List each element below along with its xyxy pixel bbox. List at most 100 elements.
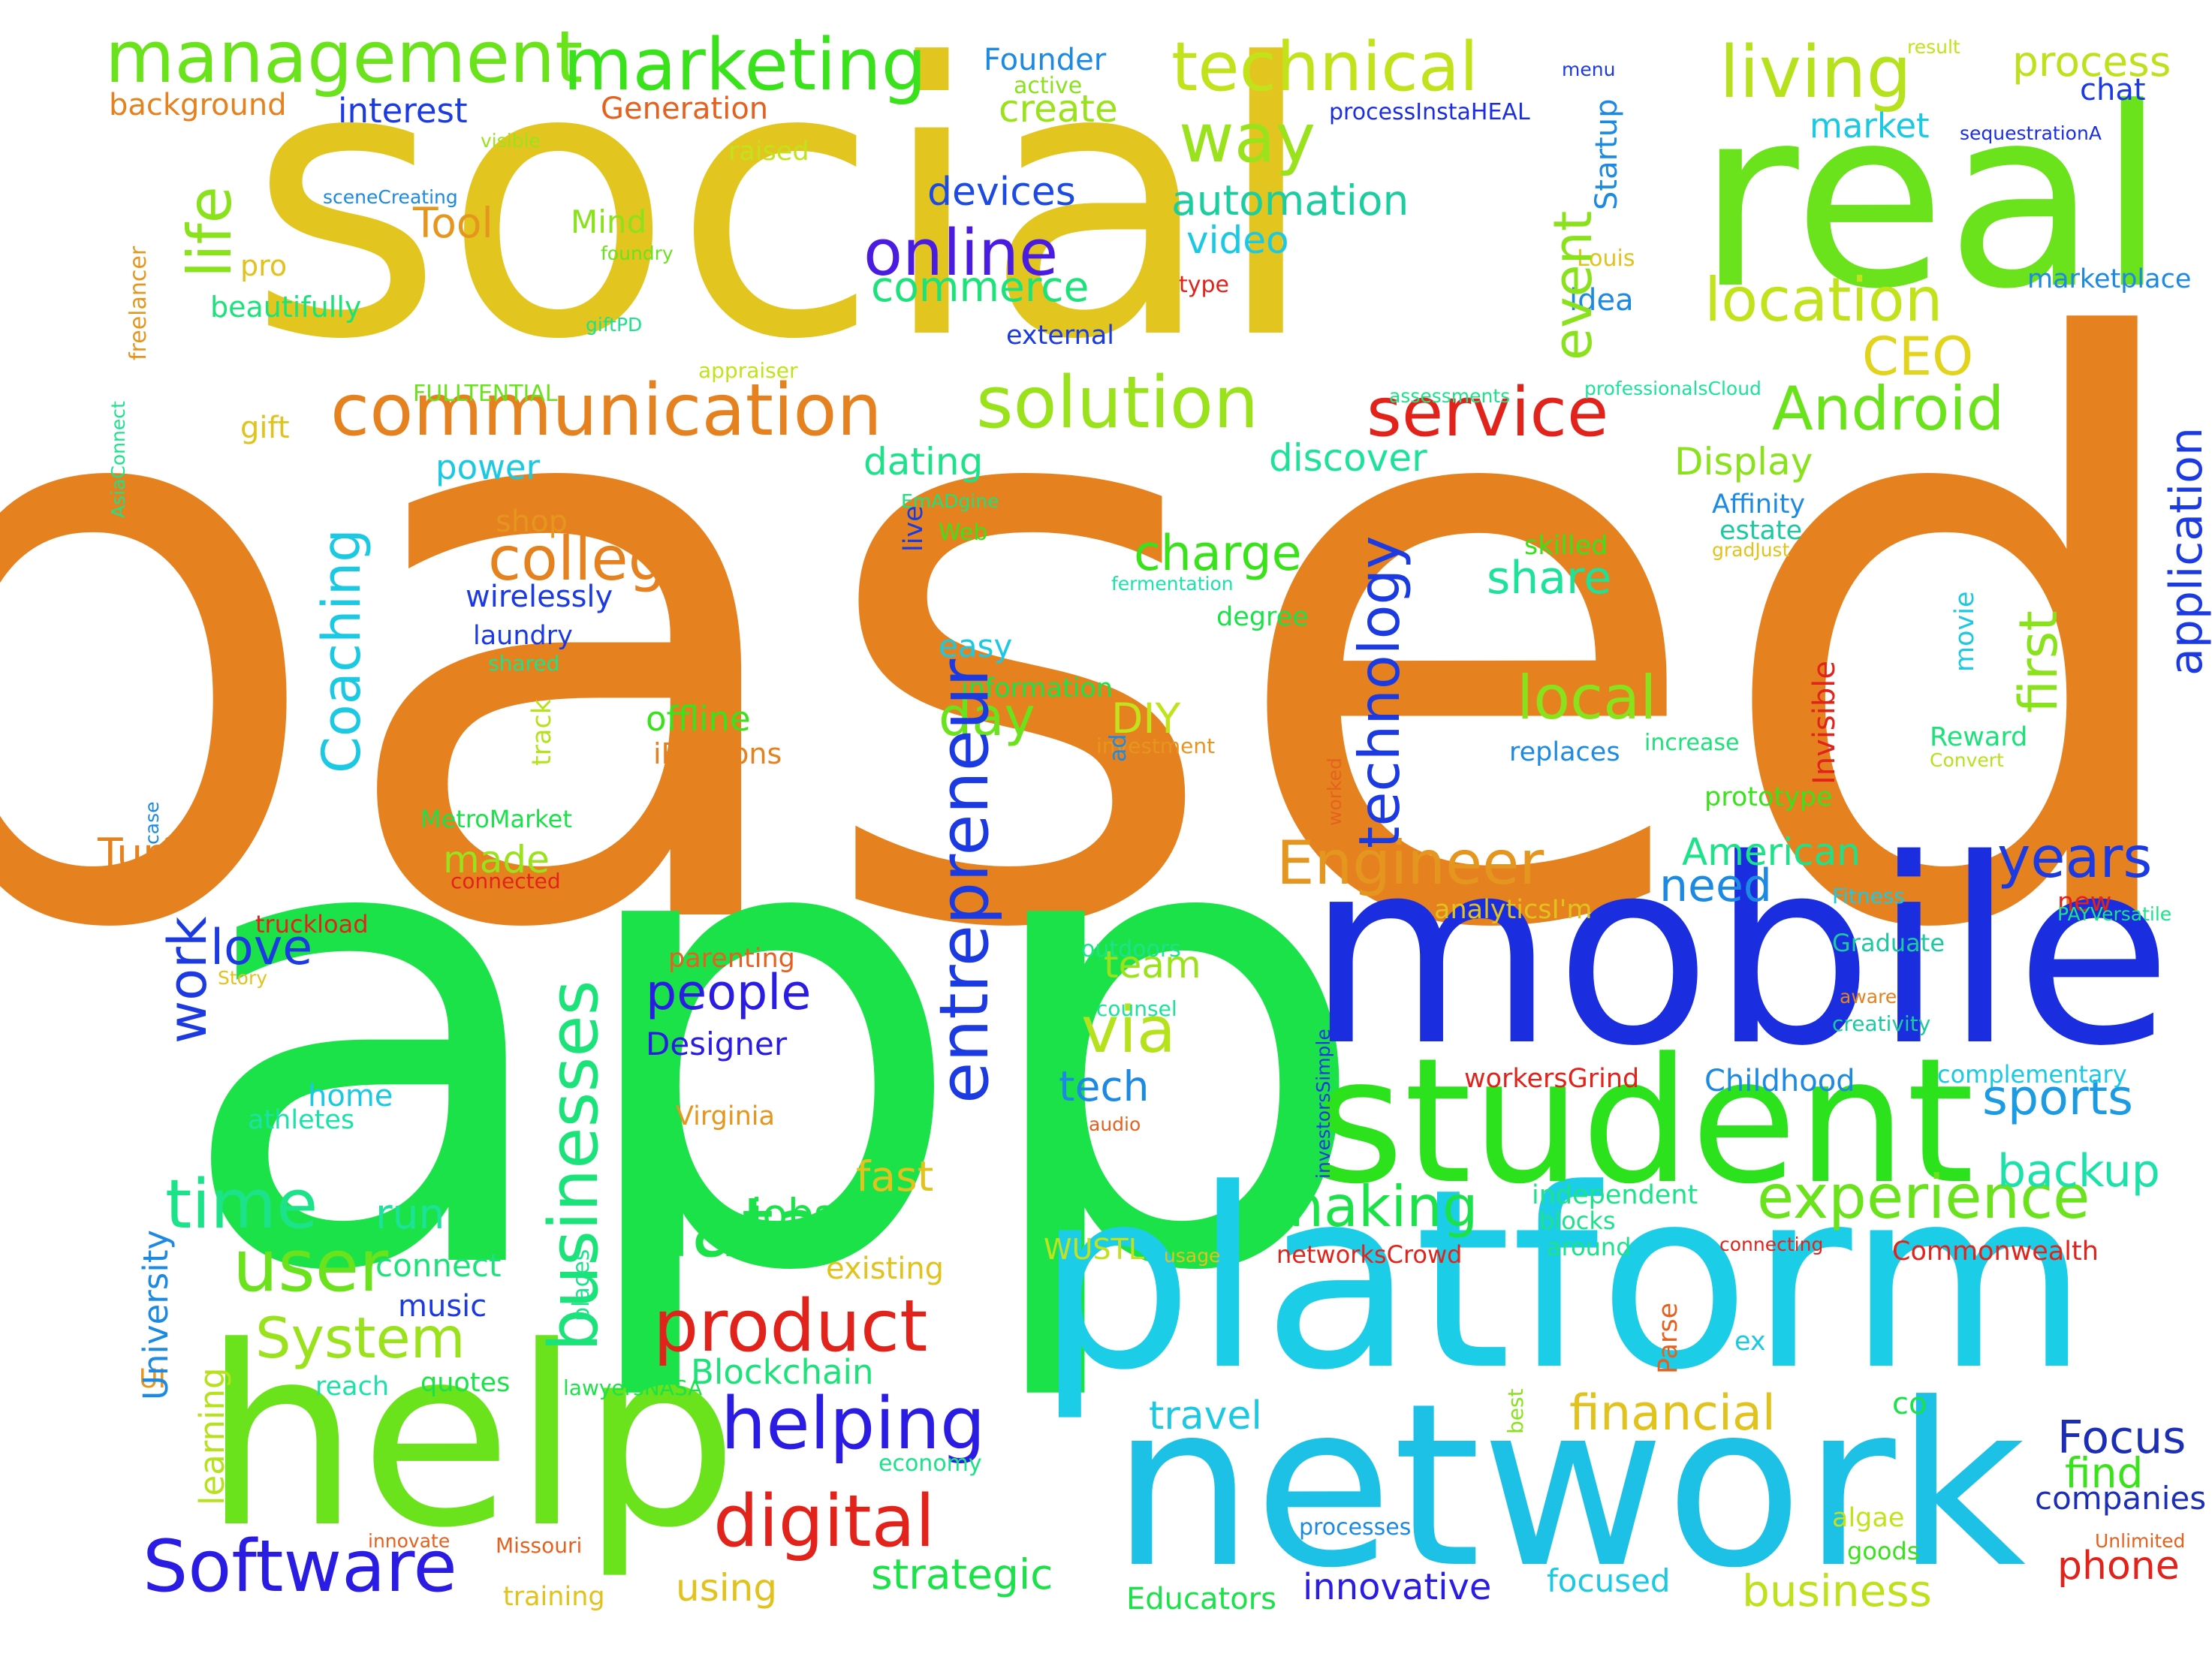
cloud-word: connect <box>375 1247 502 1284</box>
cloud-word: video <box>1186 218 1289 262</box>
cloud-word: prototype <box>1704 782 1833 812</box>
cloud-word: investment <box>1096 734 1216 758</box>
cloud-word: giftPD <box>586 314 643 336</box>
cloud-word: entrepreneur <box>925 658 1004 1104</box>
cloud-word: ad <box>1105 734 1132 762</box>
cloud-word: case <box>141 801 163 845</box>
cloud-word: truckload <box>255 910 369 938</box>
cloud-word: Generation <box>601 92 769 126</box>
cloud-word: AsiaConnect <box>107 401 129 518</box>
cloud-word: Story <box>218 967 268 989</box>
cloud-word: athletes <box>248 1105 355 1135</box>
cloud-word: tech <box>1059 1062 1150 1110</box>
cloud-word: skilled <box>1524 531 1608 561</box>
cloud-word: phone <box>2057 1544 2180 1589</box>
cloud-word: visible <box>481 130 541 152</box>
cloud-word: learning <box>192 1367 232 1505</box>
cloud-word: pro <box>240 249 288 282</box>
cloud-word: innovate <box>368 1530 451 1552</box>
cloud-word: based <box>0 182 2209 1101</box>
cloud-word: co <box>1892 1387 1927 1421</box>
cloud-word: team <box>1104 943 1201 987</box>
cloud-word: find <box>2065 1449 2144 1497</box>
cloud-word: quotes <box>420 1368 511 1398</box>
cloud-word: charge <box>1134 526 1302 582</box>
cloud-word: solution <box>976 362 1259 444</box>
cloud-word: existing <box>826 1252 945 1286</box>
cloud-word: Reward <box>1930 722 2028 752</box>
cloud-word: Engineer <box>1276 828 1544 898</box>
cloud-word: DIY <box>1111 694 1181 743</box>
cloud-word: active <box>1014 73 1083 99</box>
cloud-word: places <box>568 1249 595 1321</box>
cloud-word: financial <box>1569 1385 1776 1442</box>
cloud-word: gift <box>240 411 290 445</box>
cloud-word: information <box>961 673 1114 703</box>
cloud-word: movie <box>1950 591 1980 672</box>
cloud-word: blocks <box>1539 1207 1616 1235</box>
cloud-word: laundry <box>473 621 573 651</box>
cloud-word: process <box>2012 38 2171 86</box>
cloud-word: offline <box>646 699 751 739</box>
cloud-word: increase <box>1644 730 1740 756</box>
cloud-word: around <box>1547 1233 1632 1261</box>
cloud-word: parenting <box>668 944 795 974</box>
cloud-word: digital <box>713 1481 936 1563</box>
cloud-word: management <box>105 17 583 99</box>
cloud-word: easy <box>939 628 1013 664</box>
cloud-word: Parse <box>1653 1302 1683 1374</box>
cloud-word: discover <box>1269 436 1427 480</box>
cloud-word: Focus <box>2057 1411 2186 1464</box>
cloud-word: track <box>527 698 557 766</box>
cloud-word: type <box>1179 272 1230 298</box>
cloud-word: shared <box>488 651 560 676</box>
cloud-word: business <box>1742 1565 1932 1616</box>
cloud-word: usage <box>1164 1245 1221 1267</box>
cloud-word: aware <box>1840 986 1897 1008</box>
cloud-word: freelancer <box>125 246 152 360</box>
cloud-word: help <box>203 1294 739 1582</box>
cloud-word: chat <box>2080 73 2146 107</box>
cloud-word: real <box>1697 55 2167 343</box>
cloud-word: result <box>1907 36 1960 58</box>
cloud-word: WUSTL <box>1044 1233 1144 1266</box>
cloud-word: creativity <box>1832 1011 1931 1036</box>
cloud-word: beautifully <box>210 291 362 324</box>
cloud-word: appraiser <box>698 358 798 383</box>
cloud-word: PAYVersatile <box>2057 903 2172 925</box>
cloud-word: UI <box>139 1364 166 1394</box>
cloud-word: Graduate <box>1832 929 1945 957</box>
cloud-word: Tool <box>413 199 493 247</box>
cloud-word: communication <box>330 369 882 452</box>
cloud-word: share <box>1487 552 1612 604</box>
cloud-word: fermentation <box>1111 573 1234 595</box>
cloud-word: making <box>1269 1173 1478 1240</box>
cloud-word: day <box>939 686 1035 748</box>
cloud-word: Fitness <box>1832 884 1905 908</box>
cloud-word: love <box>210 920 313 976</box>
cloud-word: Unlimited <box>2095 1530 2186 1552</box>
cloud-word: platform <box>1036 1136 2090 1424</box>
cloud-word: idea <box>1569 283 1634 318</box>
cloud-word: Display <box>1674 440 1813 484</box>
cloud-word: travel <box>1149 1393 1262 1439</box>
cloud-word: ex <box>1734 1327 1766 1357</box>
cloud-word: innovative <box>1303 1566 1492 1608</box>
cloud-word: event <box>1542 210 1604 360</box>
cloud-word: System <box>255 1305 466 1371</box>
cloud-word: networksCrowd <box>1276 1240 1463 1269</box>
cloud-word: Missouri <box>496 1533 583 1558</box>
cloud-word: outdoors <box>1081 936 1181 963</box>
cloud-word: marketing <box>563 24 927 107</box>
cloud-word: shop <box>496 505 568 539</box>
cloud-word: via <box>1081 993 1177 1068</box>
cloud-word: sequestrationA <box>1960 122 2102 144</box>
cloud-word: technical <box>1171 28 1478 107</box>
cloud-word: connecting <box>1719 1234 1824 1255</box>
cloud-word: sceneCreating <box>323 186 458 208</box>
cloud-word: time <box>165 1165 318 1244</box>
cloud-word: University <box>136 1230 176 1400</box>
cloud-word: Founder <box>984 43 1107 77</box>
cloud-word: music <box>398 1289 487 1324</box>
